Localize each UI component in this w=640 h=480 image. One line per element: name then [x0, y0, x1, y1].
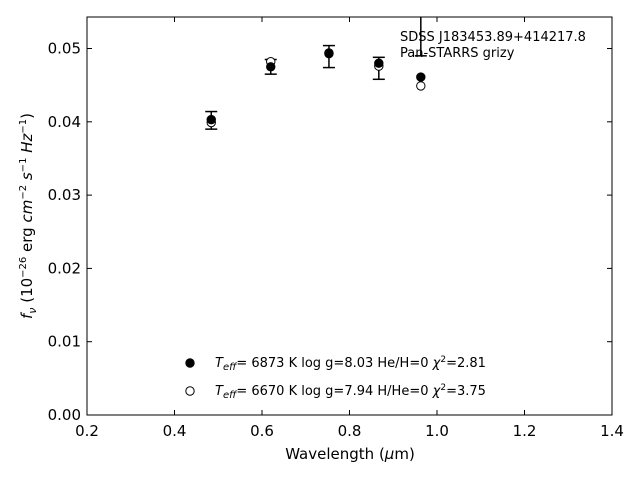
x-tick-label: 1.2 — [513, 422, 537, 440]
legend-marker-open — [185, 386, 195, 396]
legend-entry-2: Teff= 6670 K log g=7.94 H/He=0 χ2=3.75 — [215, 383, 486, 401]
model-point-filled — [324, 48, 334, 58]
y-axis-label: fν (10−26 erg cm−2 s−1 Hz−1) — [18, 113, 39, 319]
x-tick-label: 0.2 — [75, 422, 99, 440]
y-tick-label: 0.00 — [48, 406, 81, 424]
plot-frame — [86, 16, 613, 416]
model-point-filled — [266, 62, 276, 72]
model-point-filled — [206, 114, 216, 125]
axis-ticks: 0.2 0.4 0.6 0.8 1.0 1.2 1.4 0.00 0.01 0.02 0.03 0.0… — [48, 17, 624, 440]
y-tick-label: 0.04 — [48, 113, 81, 131]
x-tick-label: 0.6 — [250, 422, 274, 440]
x-tick-label: 0.4 — [163, 422, 187, 440]
model-point-open — [416, 81, 426, 91]
y-tick-label: 0.01 — [48, 333, 81, 351]
x-tick-label: 1.0 — [425, 422, 449, 440]
x-tick-label: 1.4 — [600, 422, 624, 440]
annotation-object-name: SDSS J183453.89+414217.8 — [400, 30, 586, 45]
legend: Teff= 6873 K log g=8.03 He/H=0 χ2=2.81 T… — [185, 355, 486, 401]
annotation-photometry: Pan-STARRS grizy — [400, 46, 515, 61]
legend-entry-1: Teff= 6873 K log g=8.03 He/H=0 χ2=2.81 — [215, 355, 486, 373]
x-axis-label: Wavelength (μm) — [285, 445, 415, 463]
y-tick-label: 0.02 — [48, 259, 81, 277]
model-point-filled — [416, 72, 426, 82]
y-tick-label: 0.03 — [48, 186, 81, 204]
x-tick-label: 0.8 — [338, 422, 362, 440]
model-point-filled — [374, 58, 384, 68]
legend-marker-filled — [185, 358, 195, 368]
data-marks — [205, 17, 427, 130]
y-tick-label: 0.05 — [48, 40, 81, 58]
